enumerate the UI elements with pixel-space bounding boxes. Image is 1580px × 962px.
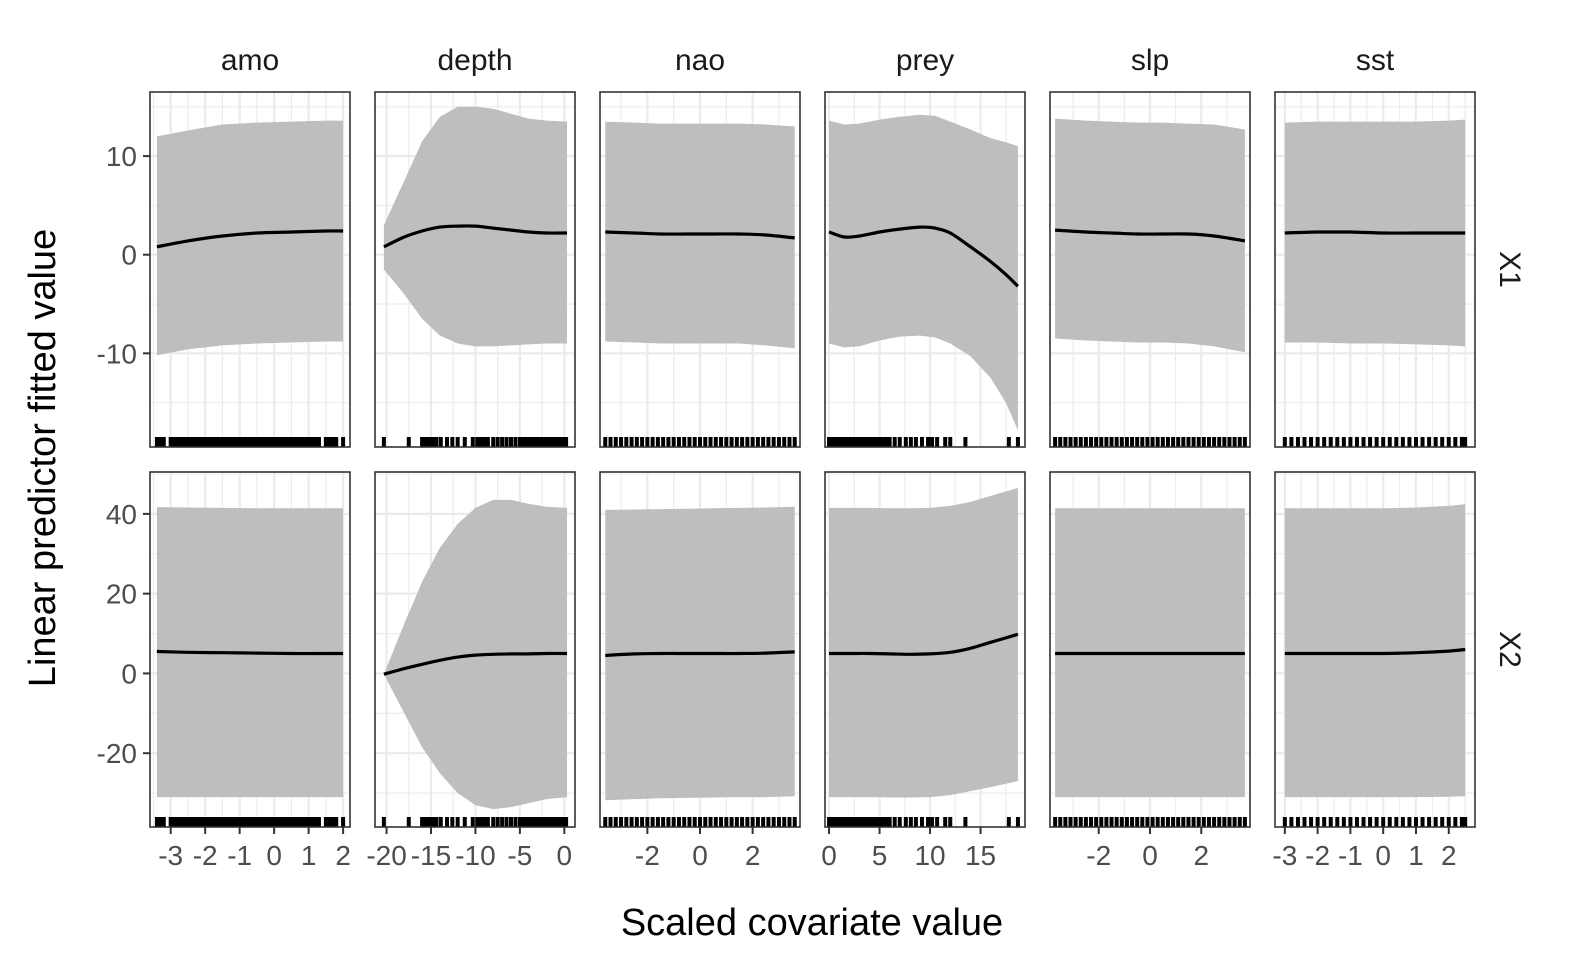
x-tick-label: 2 — [1441, 840, 1457, 871]
strip-label-depth: depth — [437, 44, 512, 77]
x-tick-label: 10 — [914, 840, 945, 871]
fitted-line — [1284, 230, 1466, 235]
panel-border — [1274, 91, 1476, 448]
y-tick-label: -20 — [97, 738, 137, 769]
panel-X2-sst — [1274, 471, 1476, 828]
x-tick-label: -2 — [193, 840, 218, 871]
x-tick-label: 0 — [692, 840, 708, 871]
panel-X2-prey — [824, 471, 1026, 828]
x-tick-label: 0 — [557, 840, 573, 871]
panel-border — [149, 91, 351, 448]
x-tick-label: -2 — [1305, 840, 1330, 871]
panel-border — [374, 91, 576, 448]
strip-label-X2: X2 — [1493, 631, 1526, 668]
panel-border — [824, 91, 1026, 448]
fitted-line — [156, 649, 344, 656]
x-tick-label: -2 — [1086, 840, 1111, 871]
panel-border — [599, 91, 801, 448]
panel-X1-nao — [599, 91, 801, 448]
strip-label-nao: nao — [675, 44, 725, 77]
panel-X1-slp — [1049, 91, 1251, 448]
panel-X1-sst — [1274, 91, 1476, 448]
x-tick-label: -15 — [411, 840, 451, 871]
y-tick-label: 20 — [106, 579, 137, 610]
x-tick-label: -2 — [635, 840, 660, 871]
x-tick-label: 2 — [335, 840, 351, 871]
strip-label-X1: X1 — [1493, 251, 1526, 288]
fitted-line — [605, 230, 795, 240]
fitted-line — [828, 225, 1020, 288]
panel-X2-slp — [1049, 471, 1251, 828]
y-axis-title: Linear predictor fitted value — [22, 229, 64, 687]
panel-X1-depth — [374, 91, 576, 448]
x-tick-label: 0 — [266, 840, 282, 871]
y-tick-label: 0 — [121, 240, 137, 271]
fitted-line — [383, 224, 568, 249]
x-tick-label: -20 — [366, 840, 406, 871]
fitted-line — [1055, 228, 1246, 243]
x-tick-label: 5 — [872, 840, 888, 871]
x-tick-label: 1 — [301, 840, 317, 871]
fitted-line — [829, 632, 1019, 656]
x-axis-title: Scaled covariate value — [621, 902, 1003, 944]
y-tick-label: 10 — [106, 141, 137, 172]
fitted-line — [383, 651, 568, 676]
fitted-line — [156, 229, 344, 249]
x-tick-label: -3 — [1272, 840, 1297, 871]
panel-border — [1274, 471, 1476, 828]
x-tick-label: -1 — [1338, 840, 1363, 871]
confidence-ribbon — [829, 488, 1018, 798]
y-tick-label: -10 — [97, 338, 137, 369]
x-tick-label: -1 — [227, 840, 252, 871]
x-tick-label: 1 — [1408, 840, 1424, 871]
panel-X1-amo — [149, 91, 351, 448]
x-tick-label: -10 — [455, 840, 495, 871]
strip-label-sst: sst — [1356, 44, 1395, 77]
y-tick-label: 40 — [106, 499, 137, 530]
x-tick-label: 0 — [1142, 840, 1158, 871]
x-tick-label: 15 — [965, 840, 996, 871]
panel-X2-nao — [599, 471, 801, 828]
x-tick-label: 2 — [1193, 840, 1209, 871]
fitted-line — [605, 650, 795, 658]
panel-border — [149, 471, 351, 828]
confidence-ribbon — [829, 114, 1018, 431]
labels-layer: amo depth nao prey slp sstX1X2-10010-2002040-… — [97, 44, 1526, 871]
panel-border — [1049, 91, 1251, 448]
strip-label-prey: prey — [896, 44, 954, 77]
fitted-line — [1284, 647, 1466, 656]
panel-X1-prey — [824, 91, 1026, 448]
panel-border — [824, 471, 1026, 828]
x-tick-label: -3 — [158, 840, 183, 871]
strip-label-amo: amo — [221, 44, 279, 77]
x-tick-label: -5 — [507, 840, 532, 871]
panel-X2-depth — [374, 471, 576, 828]
panel-X2-amo — [149, 471, 351, 828]
strip-label-slp: slp — [1131, 44, 1169, 77]
confidence-ribbon — [1284, 504, 1466, 798]
y-tick-label: 0 — [121, 658, 137, 689]
x-tick-label: 2 — [745, 840, 761, 871]
x-tick-label: 0 — [1375, 840, 1391, 871]
x-tick-label: 0 — [821, 840, 837, 871]
panels-layer — [149, 91, 1476, 828]
confidence-ribbon — [156, 120, 344, 356]
